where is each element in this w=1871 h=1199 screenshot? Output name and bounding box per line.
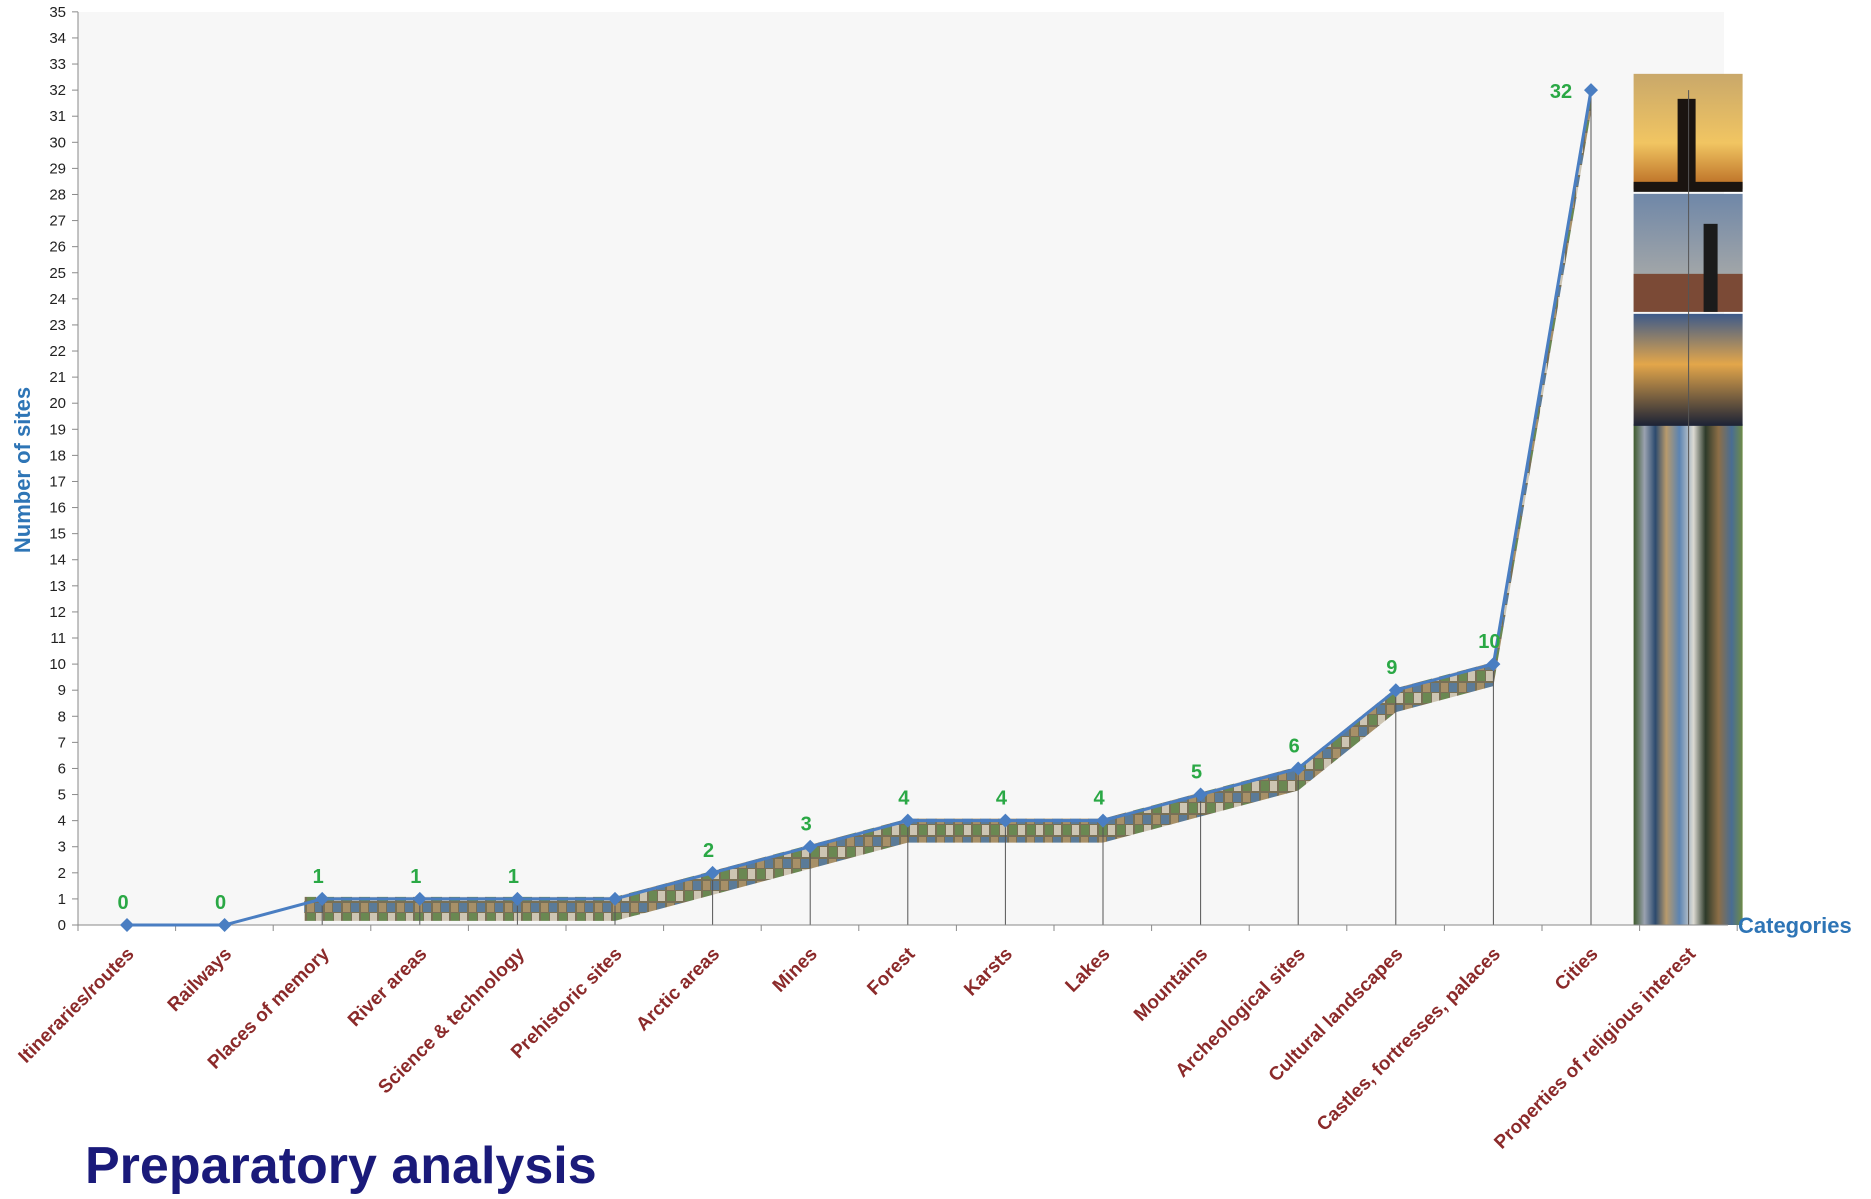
category-label: Railways: [164, 944, 236, 1016]
category-label: River areas: [344, 944, 431, 1031]
y-tick-label: 8: [58, 708, 66, 725]
data-label: 0: [117, 892, 128, 914]
y-tick-label: 24: [49, 291, 66, 308]
data-point-marker: [1388, 683, 1403, 698]
data-point-marker: [900, 813, 915, 828]
page-title: Preparatory analysis: [85, 1137, 597, 1195]
y-tick-label: 10: [49, 656, 66, 673]
data-label: 3: [801, 814, 812, 836]
y-tick-label: 29: [49, 160, 66, 177]
y-tick-label: 9: [58, 682, 66, 699]
data-label: 0: [215, 892, 226, 914]
data-point-marker: [608, 891, 622, 906]
y-tick-label: 17: [49, 473, 66, 490]
y-tick-label: 19: [49, 421, 66, 438]
y-tick-label: 0: [58, 917, 66, 934]
y-tick-label: 4: [58, 813, 66, 830]
category-label: Properties of religious interest: [1490, 943, 1700, 1153]
data-label: 4: [1093, 788, 1105, 810]
y-tick-label: 12: [49, 604, 66, 621]
y-tick-label: 30: [49, 134, 66, 151]
data-point-marker: [1096, 813, 1110, 828]
y-tick-label: 13: [49, 578, 66, 595]
y-tick-label: 28: [49, 186, 66, 203]
drop-lines: [321, 90, 1690, 925]
y-tick-label: 3: [58, 839, 66, 856]
data-point-marker: [510, 891, 525, 906]
series-line-path: [127, 89, 1593, 927]
x-axis-title: Categories: [1738, 913, 1852, 938]
data-point-marker: [1486, 657, 1501, 672]
data-label: 1: [508, 866, 519, 888]
series-line: [120, 83, 1598, 932]
data-point-marker: [1291, 761, 1306, 776]
data-label: 2: [703, 840, 714, 862]
data-label: 4: [898, 788, 910, 810]
data-label: 10: [1478, 631, 1500, 653]
data-point-marker: [998, 813, 1013, 828]
data-labels: 0 0 1 1 1 2 3 4 4 4 5 6 9 10 32: [117, 81, 1572, 914]
y-tick-label: 23: [49, 317, 66, 334]
category-label: Castles, fortresses, palaces: [1313, 944, 1505, 1136]
data-label: 1: [410, 866, 421, 888]
y-tick-label: 27: [49, 213, 66, 230]
category-label: Itineraries/routes: [15, 944, 139, 1068]
plot-area: [78, 12, 1724, 925]
data-point-marker: [803, 839, 818, 854]
y-tick-label: 11: [50, 630, 66, 647]
category-label: Mines: [769, 944, 822, 997]
y-axis-title: Number of sites: [10, 387, 35, 553]
data-label: 4: [996, 788, 1008, 810]
category-label: Mountains: [1130, 944, 1212, 1026]
y-tick-label: 20: [49, 395, 66, 412]
y-tick-label: 2: [58, 865, 66, 882]
category-label: Cities: [1551, 944, 1602, 995]
y-tick-label: 6: [58, 760, 66, 777]
y-tick-label: 26: [49, 239, 66, 256]
y-tick-label: 34: [49, 30, 66, 47]
category-label: Lakes: [1062, 944, 1115, 997]
y-tick-label: 22: [49, 343, 66, 360]
y-tick-label: 18: [49, 447, 66, 464]
data-label: 5: [1191, 762, 1202, 784]
y-tick-label: 14: [49, 552, 66, 569]
data-point-marker: [217, 918, 232, 932]
data-label: 9: [1386, 657, 1397, 679]
statue-silhouette: [1703, 223, 1718, 312]
x-axis: [77, 924, 1738, 931]
category-label: Karsts: [960, 944, 1017, 1001]
data-label: 1: [313, 866, 324, 888]
tower-silhouette: [1677, 98, 1696, 189]
category-label: Forest: [863, 943, 919, 999]
y-tick-label: 25: [49, 265, 66, 282]
y-tick-label: 7: [58, 734, 66, 751]
y-axis: 0123456789101112131415161718192021222324…: [49, 4, 79, 934]
y-tick-label: 16: [49, 500, 66, 517]
y-tick-label: 1: [58, 891, 66, 908]
y-tick-label: 21: [49, 369, 66, 386]
data-point-marker: [315, 891, 330, 906]
data-point-marker: [412, 891, 427, 906]
data-point-marker: [705, 865, 720, 880]
y-tick-label: 15: [49, 526, 66, 543]
data-point-marker: [1193, 787, 1208, 802]
y-tick-label: 31: [49, 108, 66, 125]
y-tick-label: 33: [49, 56, 66, 73]
y-tick-label: 32: [49, 82, 66, 99]
y-tick-label: 35: [49, 4, 66, 21]
data-point-marker: [120, 918, 134, 932]
data-label: 6: [1289, 735, 1300, 757]
data-label: 32: [1550, 81, 1572, 103]
category-label: Arctic areas: [632, 944, 724, 1036]
data-point-marker: [1584, 83, 1598, 98]
y-tick-label: 5: [58, 787, 66, 804]
